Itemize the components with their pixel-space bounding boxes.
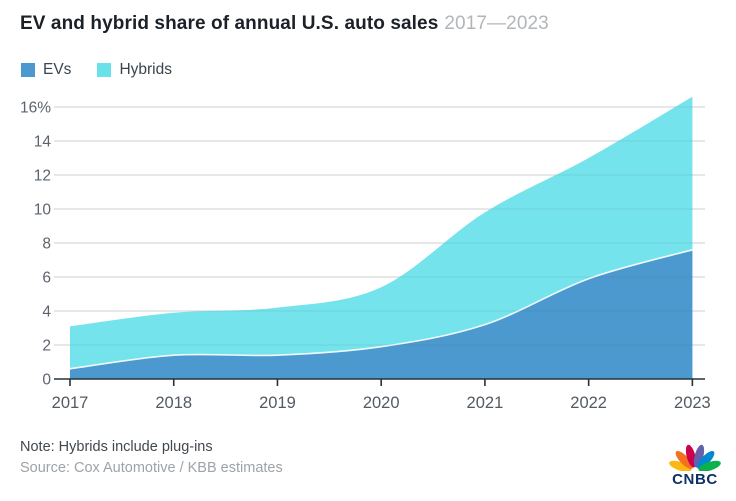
legend-item-hybrids: Hybrids bbox=[97, 61, 172, 79]
y-tick-label: 4 bbox=[42, 304, 51, 321]
x-tick-label: 2023 bbox=[674, 394, 711, 412]
cnbc-logo: CNBC bbox=[664, 443, 726, 488]
y-tick-label: 0 bbox=[42, 372, 51, 389]
legend-item-evs: EVs bbox=[21, 61, 71, 79]
legend-label-hybrids: Hybrids bbox=[119, 61, 172, 78]
peacock-icon bbox=[669, 444, 721, 471]
chart-footer: Note: Hybrids include plug-ins Source: C… bbox=[20, 437, 283, 479]
peacock-feather bbox=[698, 460, 721, 471]
x-tick-label: 2018 bbox=[155, 394, 192, 412]
area-evs bbox=[70, 249, 693, 379]
page-title: EV and hybrid share of annual U.S. auto … bbox=[20, 13, 439, 34]
hybrids-color-swatch bbox=[97, 63, 112, 77]
x-tick-label: 2019 bbox=[259, 394, 296, 412]
x-tick-label: 2022 bbox=[570, 394, 607, 412]
source-credit: Source: Cox Automotive / KBB estimates bbox=[20, 460, 283, 476]
y-tick-label: 6 bbox=[42, 270, 51, 287]
peacock-feather bbox=[697, 451, 715, 469]
peacock-feather bbox=[669, 460, 692, 471]
chart-header: EV and hybrid share of annual U.S. auto … bbox=[20, 13, 549, 35]
x-tick-label: 2021 bbox=[467, 394, 504, 412]
series-boundary-line bbox=[69, 249, 693, 370]
peacock-feather bbox=[693, 444, 705, 468]
peacock-feather bbox=[675, 451, 693, 469]
title-date-range: 2017—2023 bbox=[444, 13, 549, 34]
legend-label-evs: EVs bbox=[43, 61, 72, 78]
y-tick-label: 14 bbox=[34, 134, 52, 151]
peacock-feather bbox=[685, 444, 697, 468]
y-tick-label: 12 bbox=[34, 168, 51, 185]
x-tick-label: 2017 bbox=[52, 394, 89, 412]
evs-color-swatch bbox=[21, 63, 35, 77]
y-tick-label: 2 bbox=[42, 338, 51, 355]
footnote: Note: Hybrids include plug-ins bbox=[20, 439, 213, 455]
y-tick-label: 10 bbox=[34, 202, 52, 219]
y-tick-label: 8 bbox=[42, 236, 51, 253]
chart-legend: EVs Hybrids bbox=[21, 61, 172, 79]
y-tick-label: 16% bbox=[20, 100, 51, 117]
x-tick-label: 2020 bbox=[363, 394, 400, 412]
cnbc-wordmark: CNBC bbox=[672, 471, 718, 488]
